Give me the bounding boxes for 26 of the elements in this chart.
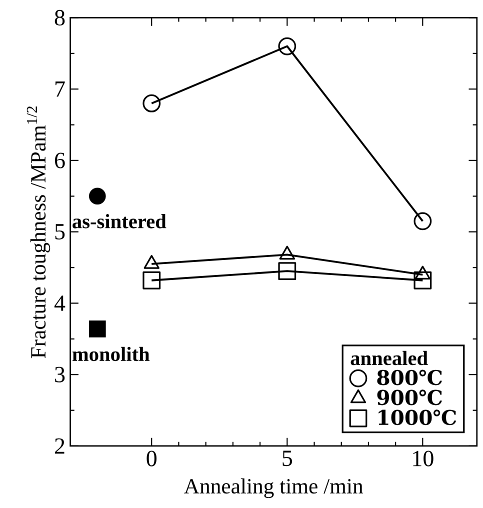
point bbox=[89, 188, 106, 205]
y-tick-label: 3 bbox=[55, 366, 65, 382]
x-tick-label: 0 bbox=[146, 450, 157, 466]
y-tick-label: 6 bbox=[54, 152, 65, 168]
y-axis-title: Fracture toughness /MPam$^{1/2}$ bbox=[26, 106, 50, 358]
point bbox=[89, 320, 106, 338]
legend-title: annealed bbox=[350, 350, 428, 366]
point bbox=[278, 37, 296, 56]
point bbox=[414, 212, 432, 230]
legend-label: as-sintered bbox=[72, 214, 166, 228]
point bbox=[414, 271, 432, 290]
point bbox=[278, 262, 296, 280]
point bbox=[142, 271, 161, 290]
y-tick-label: 2 bbox=[55, 438, 64, 454]
series-label: monolith bbox=[72, 346, 150, 362]
y-tick-label: 7 bbox=[56, 82, 65, 97]
legend-label: 1000℃ bbox=[378, 410, 456, 426]
y-tick-label: 5 bbox=[55, 224, 65, 240]
legend-label: 900℃ bbox=[377, 390, 442, 406]
y-tick-label: 8 bbox=[54, 10, 65, 26]
y-tick-label: 4 bbox=[54, 296, 66, 311]
legend-label: 800℃ bbox=[377, 370, 442, 386]
point bbox=[142, 94, 161, 112]
x-tick-label: 5 bbox=[282, 450, 292, 466]
x-tick-label: 10 bbox=[413, 450, 434, 466]
x-axis-title: Annealing time /min bbox=[184, 478, 364, 498]
